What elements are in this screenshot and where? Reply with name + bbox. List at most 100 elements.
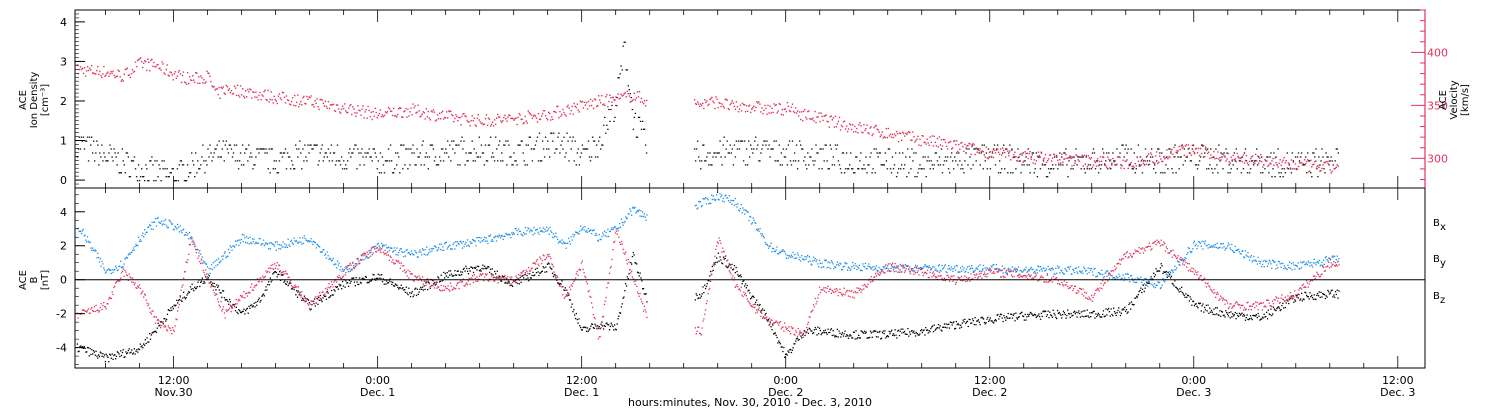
velocity-point <box>981 150 983 152</box>
field-point-bx <box>563 289 566 291</box>
density-point <box>353 148 355 150</box>
velocity-point <box>88 67 91 70</box>
density-point <box>1270 152 1272 154</box>
field-point-bx <box>977 319 980 321</box>
field-point-by <box>260 244 262 246</box>
field-point-by <box>1128 277 1130 279</box>
field-point-bx <box>240 311 243 314</box>
velocity-point <box>782 114 784 116</box>
field-point-by <box>1102 277 1105 279</box>
density-point <box>1130 148 1132 150</box>
field-point-bx <box>183 291 185 293</box>
field-point-bx <box>1048 317 1050 319</box>
velocity-point <box>220 86 222 88</box>
field-point-bx <box>932 331 935 333</box>
field-point-bx <box>174 305 176 307</box>
velocity-point <box>1094 161 1097 164</box>
field-point-by <box>1092 274 1094 276</box>
field-point-by <box>110 272 112 275</box>
field-point-bx <box>471 266 473 268</box>
velocity-point <box>772 111 774 114</box>
field-point-bx <box>461 271 464 273</box>
density-point <box>340 156 343 158</box>
field-point-bx <box>796 337 799 339</box>
field-point-bx <box>127 349 129 352</box>
velocity-point <box>627 93 629 95</box>
velocity-point <box>985 146 988 148</box>
velocity-point <box>1207 152 1209 155</box>
density-point <box>952 160 954 162</box>
field-point-by <box>978 270 980 272</box>
velocity-point <box>703 107 705 110</box>
field-point-bx <box>1033 313 1036 315</box>
field-point-by <box>635 212 637 214</box>
field-point-by <box>290 240 292 243</box>
velocity-point <box>621 95 623 97</box>
field-point-bx <box>94 354 96 356</box>
field-point-bx <box>642 288 645 290</box>
field-point-by <box>1102 274 1104 276</box>
velocity-point <box>1317 164 1319 167</box>
field-point-by <box>818 266 820 268</box>
field-point-by <box>994 268 996 270</box>
velocity-point <box>471 115 473 117</box>
field-point-bx <box>949 321 952 323</box>
field-point-by <box>229 245 231 247</box>
velocity-point <box>1222 153 1224 155</box>
density-point <box>355 144 357 146</box>
density-point <box>1217 172 1219 174</box>
field-point-bx <box>1200 310 1202 312</box>
field-point-bx <box>149 338 152 340</box>
field-point-bx <box>509 284 511 287</box>
field-point-by <box>1122 274 1124 276</box>
field-point-bx <box>888 330 890 333</box>
field-point-by <box>225 256 227 259</box>
field-point-by <box>494 236 496 238</box>
field-point-bx <box>1113 307 1115 309</box>
field-point-by <box>1013 268 1015 270</box>
field-point-by <box>697 207 699 209</box>
field-point-bx <box>418 291 420 293</box>
velocity-point <box>1111 162 1113 164</box>
field-point-bx <box>98 354 100 356</box>
density-point <box>962 168 964 170</box>
field-point-by <box>813 259 816 261</box>
velocity-point <box>774 104 776 107</box>
density-point <box>437 164 440 166</box>
velocity-point <box>868 133 870 135</box>
field-point-by <box>143 236 145 238</box>
velocity-point <box>180 81 183 84</box>
field-point-by <box>370 255 372 257</box>
velocity-point <box>216 88 218 90</box>
velocity-point <box>1227 152 1229 155</box>
field-point-by <box>559 240 561 242</box>
field-point-by <box>1093 268 1095 270</box>
velocity-point <box>771 107 773 110</box>
field-point-by <box>265 242 267 244</box>
field-point-by <box>629 208 631 210</box>
field-point-by <box>192 239 194 241</box>
velocity-point <box>815 121 817 124</box>
density-point <box>986 168 989 170</box>
velocity-point <box>1076 155 1078 157</box>
field-point-by <box>843 265 845 267</box>
velocity-point <box>805 116 807 119</box>
field-point-by <box>921 271 923 273</box>
field-point-bx <box>345 280 347 282</box>
density-point <box>304 144 306 146</box>
density-point <box>976 148 978 150</box>
field-point-by <box>812 260 814 262</box>
field-point-by <box>505 232 507 235</box>
field-point-by <box>518 230 521 233</box>
field-point-by <box>524 226 526 229</box>
density-point <box>1306 172 1308 174</box>
velocity-point <box>858 124 860 126</box>
density-point <box>988 156 991 158</box>
velocity-point <box>1053 153 1055 155</box>
density-point <box>1137 144 1140 146</box>
density-point <box>1126 152 1128 154</box>
field-point-bx <box>1150 276 1152 278</box>
density-point <box>1194 164 1197 166</box>
field-point-bx <box>941 330 943 332</box>
density-point <box>741 140 744 142</box>
